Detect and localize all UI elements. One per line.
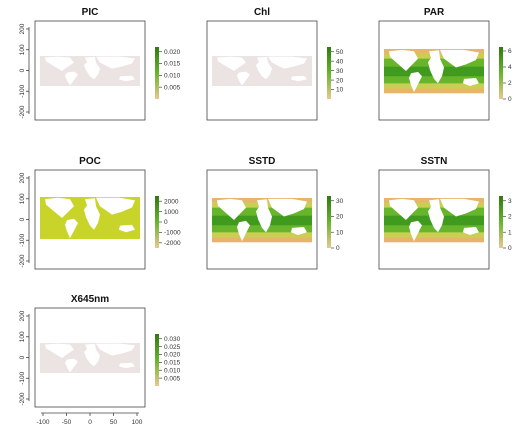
legend-colorbar (499, 196, 503, 248)
legend-tick-label: 0.015 (164, 61, 181, 68)
legend-tick-label: 0.020 (164, 352, 181, 359)
y-tick-label: -200 (19, 392, 26, 405)
legend-colorbar (499, 47, 503, 99)
legend-tick-label: 2000 (164, 198, 179, 205)
panel-chl: Chl 10 20 30 40 50 (207, 7, 344, 120)
legend-tick-label: 20 (336, 77, 344, 84)
legend-colorbar (155, 47, 159, 99)
x-tick-label: -50 (62, 419, 72, 426)
legend-tick-label: 0.010 (164, 367, 181, 374)
legend-colorbar (155, 334, 159, 386)
y-tick-label: -200 (19, 105, 26, 118)
panel-sstn: SSTN 0 1 2 3 (379, 156, 512, 269)
legend-tick-label: 3 (508, 198, 512, 205)
panels-group: PIC-200-10001002000.0050.0100.0150.020Ch… (19, 7, 512, 426)
y-tick-label: 0 (19, 217, 26, 221)
legend-colorbar (155, 196, 159, 248)
legend-tick-label: 4 (508, 64, 512, 71)
panel-sstd: SSTD 0 10 20 30 (207, 156, 344, 269)
y-tick-label: -100 (19, 371, 26, 384)
legend-tick-label: -2000 (164, 240, 181, 247)
y-tick-label: 0 (19, 355, 26, 359)
legend-tick-label: 10 (336, 229, 344, 236)
panel-par: PAR 0 2 4 6 (379, 7, 512, 120)
panel-title: SSTD (249, 156, 276, 167)
legend-tick-label: 0.005 (164, 375, 181, 382)
panel-title: POC (79, 156, 101, 167)
legend-tick-label: 0 (336, 245, 340, 252)
y-tick-label: -200 (19, 254, 26, 267)
legend-tick-label: 50 (336, 49, 344, 56)
legend-tick-label: 10 (336, 87, 344, 94)
x-tick-label: -100 (36, 419, 49, 426)
raster-band (384, 89, 484, 94)
legend-colorbar (327, 47, 331, 99)
panel-title: Chl (254, 7, 270, 18)
legend-tick-label: 0.010 (164, 73, 181, 80)
raster-band (212, 238, 312, 243)
y-tick-label: 200 (19, 172, 26, 183)
x-tick-label: 50 (110, 419, 118, 426)
legend-tick-label: -1000 (164, 230, 181, 237)
panel-pic: PIC -200 -100 0 100 200 0.005 0.010 0.015 0.020 (19, 7, 181, 120)
legend-tick-label: 0.020 (164, 49, 181, 56)
legend-tick-label: 0 (508, 96, 512, 103)
y-tick-label: 200 (19, 310, 26, 321)
legend-tick-label: 0.025 (164, 344, 181, 351)
raster-band (384, 238, 484, 243)
legend-tick-label: 0.005 (164, 84, 181, 91)
legend-colorbar (327, 196, 331, 248)
panel-title: PIC (82, 7, 99, 18)
y-tick-label: 100 (19, 44, 26, 55)
y-tick-label: 0 (19, 68, 26, 72)
legend-tick-label: 2 (508, 214, 512, 221)
legend-tick-label: 6 (508, 48, 512, 55)
panel-poc: POC-200-1000100200-2000-1000010002000 (19, 156, 181, 269)
legend-tick-label: 40 (336, 58, 344, 65)
panel-title: PAR (424, 7, 445, 18)
y-tick-label: 200 (19, 23, 26, 34)
legend-tick-label: 0.015 (164, 360, 181, 367)
legend-tick-label: 0 (164, 219, 168, 226)
legend-tick-label: 0 (508, 245, 512, 252)
legend-tick-label: 1 (508, 229, 512, 236)
legend-tick-label: 2 (508, 80, 512, 87)
panel-title: X645nm (71, 294, 109, 305)
y-tick-label: -100 (19, 233, 26, 246)
x-tick-label: 0 (88, 419, 92, 426)
y-tick-label: 100 (19, 193, 26, 204)
y-tick-label: -100 (19, 84, 26, 97)
x-tick-label: 100 (132, 419, 143, 426)
legend-tick-label: 0.030 (164, 336, 181, 343)
legend-tick-label: 30 (336, 198, 344, 205)
legend-tick-label: 30 (336, 68, 344, 75)
legend-tick-label: 1000 (164, 209, 179, 216)
panel-title: SSTN (421, 156, 448, 167)
legend-tick-label: 20 (336, 214, 344, 221)
y-tick-label: 100 (19, 331, 26, 342)
